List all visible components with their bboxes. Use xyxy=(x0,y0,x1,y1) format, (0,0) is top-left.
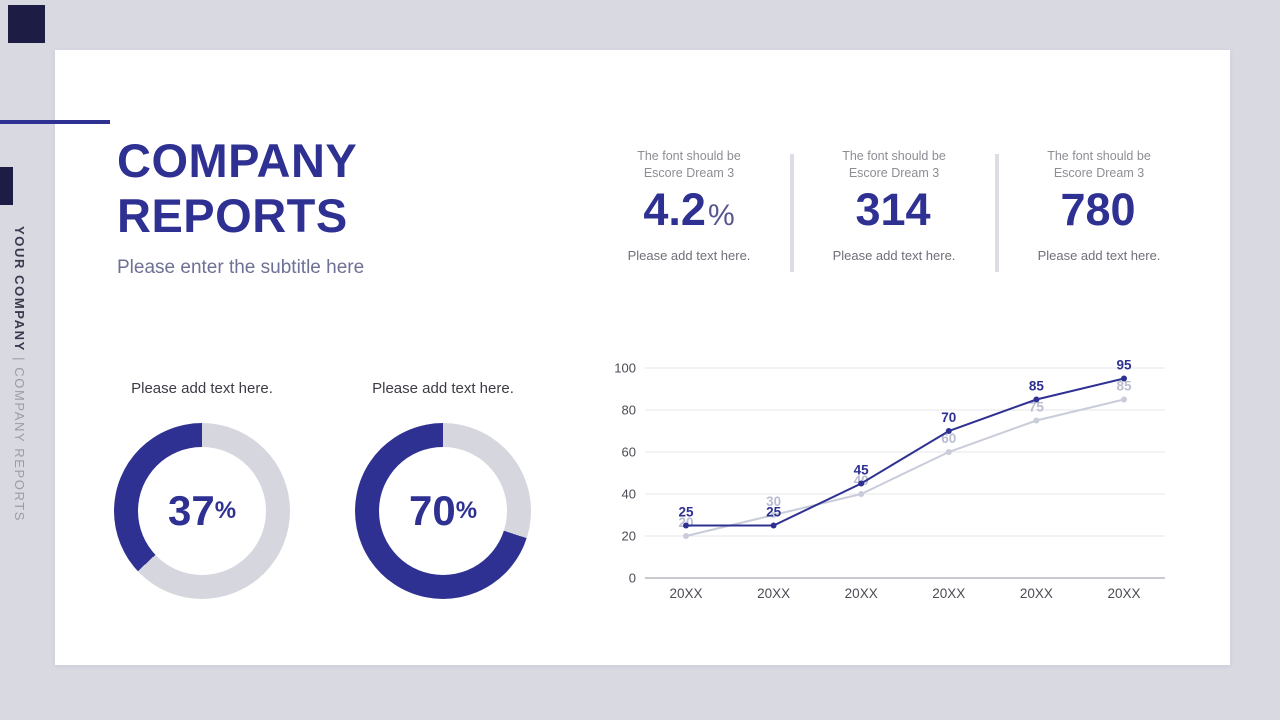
donut-chart-1-unit: % xyxy=(214,497,237,524)
svg-text:80: 80 xyxy=(622,403,636,418)
stats-row: The font should be Escore Dream 3 4.2% P… xyxy=(600,148,1188,272)
title-block: COMPANY REPORTS Please enter the subtitl… xyxy=(117,134,364,279)
svg-text:25: 25 xyxy=(766,505,782,520)
stat-note: The font should be Escore Dream 3 xyxy=(1010,148,1188,181)
line-chart: 02040608010020XX20XX20XX20XX20XX20XX2030… xyxy=(614,358,1165,601)
page-title-line1: COMPANY xyxy=(117,134,358,187)
donut-chart-1-value: 37 xyxy=(167,487,215,534)
svg-text:20XX: 20XX xyxy=(845,586,878,601)
svg-text:85: 85 xyxy=(1116,379,1132,394)
donut-chart-1-label: Please add text here. xyxy=(131,380,273,397)
donut-chart-2: Please add text here. 70% xyxy=(355,380,531,599)
svg-text:20XX: 20XX xyxy=(1020,586,1053,601)
stat-note: The font should be Escore Dream 3 xyxy=(805,148,983,181)
stat-caption: Please add text here. xyxy=(832,248,956,263)
svg-text:40: 40 xyxy=(622,487,636,502)
svg-text:20XX: 20XX xyxy=(932,586,965,601)
donut-chart-2-ring: 70% xyxy=(355,423,531,599)
svg-text:0: 0 xyxy=(629,571,636,586)
donut-chart-1-ring: 37% xyxy=(114,423,290,599)
svg-text:70: 70 xyxy=(941,410,956,425)
stat-value: 4.2% xyxy=(643,184,735,235)
donut-chart-1: Please add text here. 37% xyxy=(114,380,290,599)
decorative-square-left-edge xyxy=(0,167,13,205)
svg-text:100: 100 xyxy=(614,361,636,376)
svg-text:20XX: 20XX xyxy=(757,586,790,601)
donut-chart-2-value: 70 xyxy=(408,487,456,534)
svg-text:30: 30 xyxy=(766,494,781,509)
page-subtitle: Please enter the subtitle here xyxy=(117,256,365,278)
vertical-section-name: COMPANY REPORTS xyxy=(12,367,27,523)
stat-caption: Please add text here. xyxy=(627,248,751,263)
donut-chart-1-center: 37% xyxy=(138,447,266,575)
stat-block-3: The font should be Escore Dream 3 780 Pl… xyxy=(1010,148,1188,272)
stat-note: The font should be Escore Dream 3 xyxy=(600,148,778,181)
stat-value: 314 xyxy=(855,184,931,235)
svg-text:60: 60 xyxy=(941,431,956,446)
svg-text:85: 85 xyxy=(1029,379,1045,394)
vertical-separator: | xyxy=(12,351,27,368)
vertical-company-name: YOUR COMPANY xyxy=(12,226,27,352)
stat-note-line2: Escore Dream 3 xyxy=(848,165,940,180)
svg-text:75: 75 xyxy=(1029,400,1045,415)
svg-text:20XX: 20XX xyxy=(1107,586,1140,601)
stat-note-line1: The font should be xyxy=(1047,149,1151,163)
donut-chart-2-center: 70% xyxy=(379,447,507,575)
stat-block-2: The font should be Escore Dream 3 314 Pl… xyxy=(805,148,983,272)
svg-text:45: 45 xyxy=(854,463,870,478)
svg-text:20XX: 20XX xyxy=(669,586,702,601)
svg-text:60: 60 xyxy=(622,445,636,460)
accent-line xyxy=(0,120,110,124)
svg-text:95: 95 xyxy=(1116,358,1132,373)
page-title-line2: REPORTS xyxy=(117,188,348,242)
stat-value-unit: % xyxy=(707,199,735,232)
stat-divider xyxy=(994,154,999,272)
stat-note-line1: The font should be xyxy=(842,149,946,163)
stat-divider xyxy=(789,154,794,272)
stat-block-1: The font should be Escore Dream 3 4.2% P… xyxy=(600,148,778,272)
stat-caption: Please add text here. xyxy=(1037,248,1161,263)
stat-note-line2: Escore Dream 3 xyxy=(1053,165,1145,180)
donut-chart-2-unit: % xyxy=(455,497,478,524)
svg-text:25: 25 xyxy=(678,505,694,520)
stat-value: 780 xyxy=(1060,184,1136,235)
line-chart-container: 02040608010020XX20XX20XX20XX20XX20XX2030… xyxy=(608,352,1178,610)
svg-text:20: 20 xyxy=(622,529,636,544)
stat-note-line1: The font should be xyxy=(637,149,741,163)
vertical-slide-label: YOUR COMPANY | COMPANY REPORTS xyxy=(12,226,27,522)
stat-note-line2: Escore Dream 3 xyxy=(643,165,735,180)
decorative-square-top-left xyxy=(8,5,45,43)
donut-chart-2-label: Please add text here. xyxy=(372,380,514,397)
